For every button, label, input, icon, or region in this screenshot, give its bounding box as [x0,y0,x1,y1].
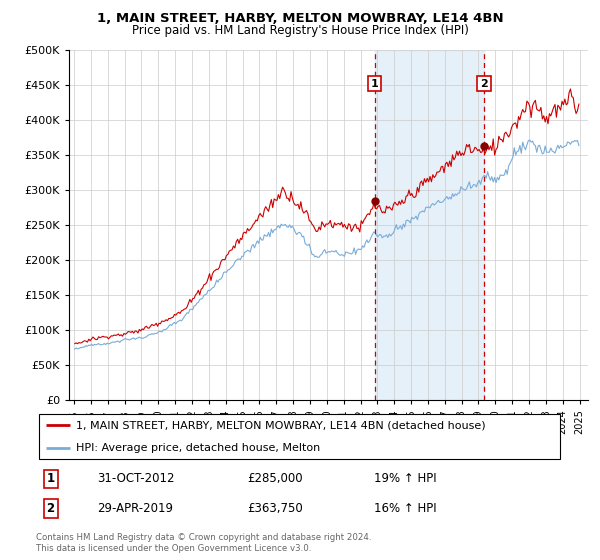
Text: 2: 2 [47,502,55,515]
Text: Contains HM Land Registry data © Crown copyright and database right 2024.
This d: Contains HM Land Registry data © Crown c… [36,533,371,553]
Bar [374,50,484,400]
Text: 2: 2 [480,78,488,88]
Text: HPI: Average price, detached house, Melton: HPI: Average price, detached house, Melt… [76,443,320,453]
Text: 1: 1 [371,78,379,88]
Text: 31-OCT-2012: 31-OCT-2012 [97,473,174,486]
Text: £285,000: £285,000 [247,473,303,486]
FancyBboxPatch shape [38,414,560,459]
Text: 19% ↑ HPI: 19% ↑ HPI [374,473,437,486]
Text: £363,750: £363,750 [247,502,303,515]
Text: 1: 1 [47,473,55,486]
Text: 29-APR-2019: 29-APR-2019 [97,502,173,515]
Text: 1, MAIN STREET, HARBY, MELTON MOWBRAY, LE14 4BN: 1, MAIN STREET, HARBY, MELTON MOWBRAY, L… [97,12,503,25]
Text: 16% ↑ HPI: 16% ↑ HPI [374,502,437,515]
Text: Price paid vs. HM Land Registry's House Price Index (HPI): Price paid vs. HM Land Registry's House … [131,24,469,36]
Text: 1, MAIN STREET, HARBY, MELTON MOWBRAY, LE14 4BN (detached house): 1, MAIN STREET, HARBY, MELTON MOWBRAY, L… [76,420,485,430]
